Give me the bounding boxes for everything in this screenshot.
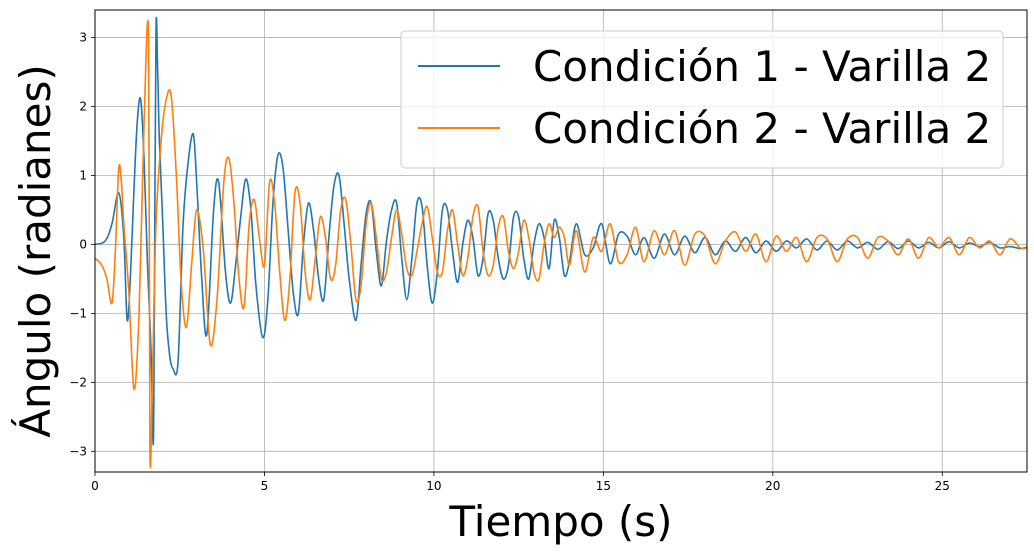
y-tick-label: 1 [79,168,87,182]
y-tick-label: −2 [69,375,87,389]
x-axis-label: Tiempo (s) [448,497,672,546]
series-lines [94,16,1028,469]
y-tick-label: −3 [69,444,87,458]
y-tick-label: −1 [69,306,87,320]
y-tick-label: 2 [79,100,87,114]
y-axis-label: Ángulo (radianes) [10,64,60,438]
x-tick-label: 25 [935,479,950,493]
x-tick-label: 5 [261,479,269,493]
axis-ticks: 0 5 10 15 20 25 −3 −2 −1 0 1 2 3 [69,31,950,493]
plot-frame [94,9,1028,473]
y-tick-label: 0 [79,237,87,251]
x-tick-label: 10 [426,479,441,493]
legend: Condición 1 - Varilla 2 Condición 2 - Va… [400,30,1004,169]
legend-label-series-2: Condición 2 - Varilla 2 [533,104,991,153]
x-tick-label: 0 [91,479,99,493]
legend-box [400,30,1004,169]
x-tick-label: 20 [765,479,780,493]
series-line-1 [94,16,1028,446]
series-line-2 [94,19,1028,469]
y-tick-label: 3 [79,31,87,45]
legend-label-series-1: Condición 1 - Varilla 2 [533,42,991,91]
x-tick-label: 15 [596,479,611,493]
